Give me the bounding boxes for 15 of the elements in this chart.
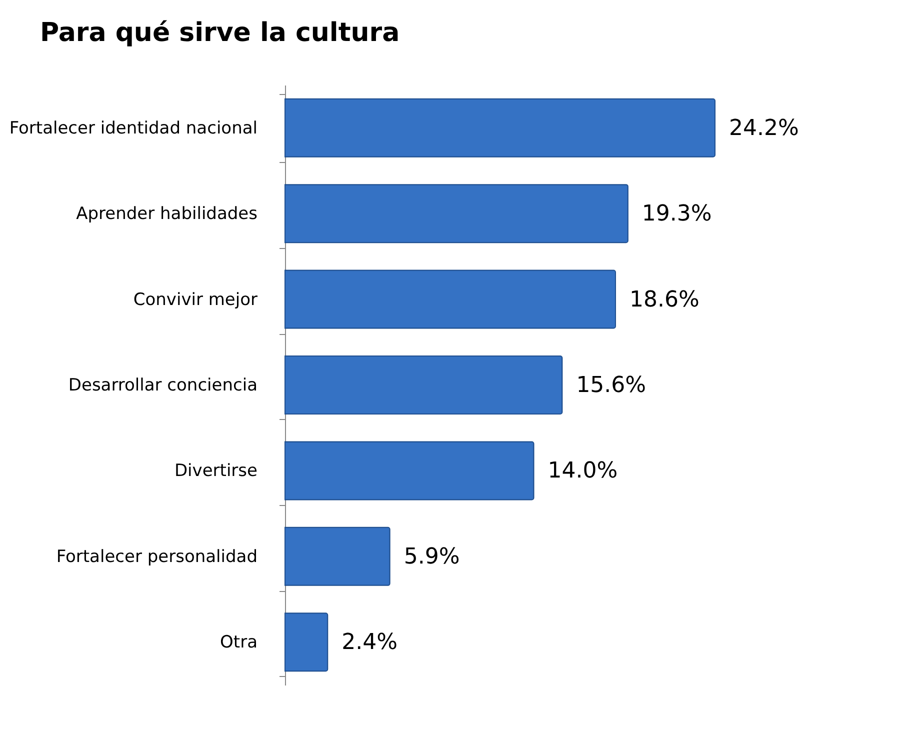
- y-tick-label: Desarrollar conciencia: [68, 376, 258, 396]
- y-tick-label: Fortalecer identidad nacional: [9, 118, 258, 138]
- data-label: 18.6%: [629, 287, 700, 312]
- data-label: 5.9%: [404, 544, 460, 570]
- chart-title: Para qué sirve la cultura: [40, 18, 400, 48]
- data-label: 19.3%: [642, 202, 712, 227]
- y-tick-label: Divertirse: [174, 461, 258, 482]
- y-tick-label: Fortalecer personalidad: [56, 546, 258, 567]
- data-label: 2.4%: [342, 630, 398, 656]
- y-tick-label: Convivir mejor: [133, 290, 258, 310]
- data-label: 15.6%: [576, 373, 646, 398]
- y-tick-label: Aprender habilidades: [76, 204, 258, 224]
- data-label: 24.2%: [729, 116, 799, 141]
- data-label: 14.0%: [548, 458, 618, 484]
- y-tick-label: Otra: [220, 632, 258, 653]
